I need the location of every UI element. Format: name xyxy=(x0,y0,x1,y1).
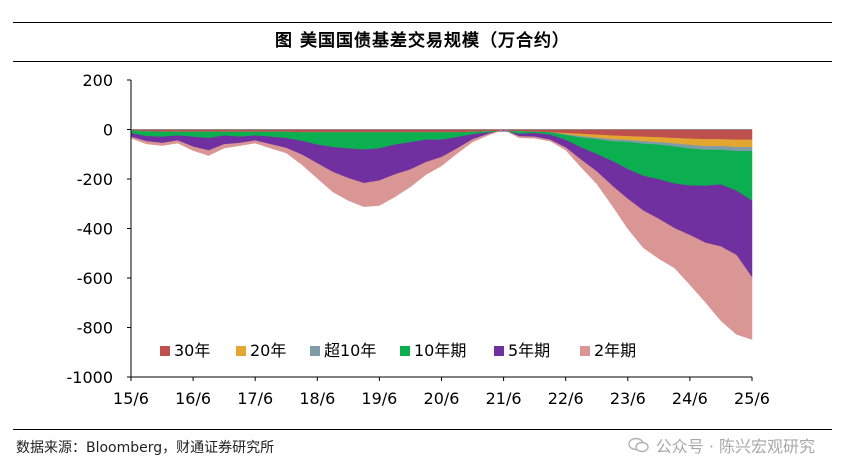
x-tick-label: 17/6 xyxy=(237,389,273,408)
x-tick-label: 15/6 xyxy=(113,389,149,408)
y-tick-label: -400 xyxy=(77,220,113,239)
y-tick-label: -800 xyxy=(77,319,113,338)
x-tick-label: 25/6 xyxy=(734,389,770,408)
title-rule xyxy=(13,61,832,62)
x-tick-label: 23/6 xyxy=(610,389,646,408)
y-tick-label: 0 xyxy=(103,121,113,140)
y-tick-label: -1000 xyxy=(67,368,114,387)
chart-title: 图 美国国债基差交易规模（万合约） xyxy=(275,31,570,51)
legend-swatch xyxy=(236,346,246,356)
top-rule xyxy=(13,22,832,23)
legend-label: 2年期 xyxy=(594,341,636,360)
chart-plot: 200 0 -200 -400 -600 -800 -1000 15/6 16/6 17/6 18/… xyxy=(67,71,770,408)
legend-swatch xyxy=(400,346,410,356)
x-tick-label: 21/6 xyxy=(486,389,522,408)
x-tick-label: 20/6 xyxy=(424,389,460,408)
wechat-icon xyxy=(628,437,649,453)
bottom-rule xyxy=(13,429,832,430)
legend-label: 30年 xyxy=(174,341,210,360)
legend-label: 5年期 xyxy=(508,341,550,360)
x-tick-label: 24/6 xyxy=(672,389,708,408)
watermark-text: 公众号 · 陈兴宏观研究 xyxy=(655,437,815,456)
legend-label: 20年 xyxy=(250,341,286,360)
y-tick-label: -600 xyxy=(77,269,113,288)
watermark: 公众号 · 陈兴宏观研究 xyxy=(628,433,815,457)
y-tick-label: -200 xyxy=(77,170,113,189)
legend-swatch xyxy=(580,346,590,356)
area-series-5 xyxy=(130,129,753,340)
source-note: 数据来源：Bloomberg，财通证券研究所 xyxy=(16,440,275,456)
x-tick-label: 16/6 xyxy=(175,389,211,408)
x-tick-label: 18/6 xyxy=(299,389,335,408)
x-tick-label: 22/6 xyxy=(548,389,584,408)
legend-label: 10年期 xyxy=(414,341,466,360)
legend-swatch xyxy=(494,346,504,356)
legend-swatch xyxy=(160,346,170,356)
y-tick-label: 200 xyxy=(82,71,113,90)
x-tick-label: 19/6 xyxy=(361,389,397,408)
legend-label: 超10年 xyxy=(324,341,376,360)
legend-swatch xyxy=(310,346,320,356)
